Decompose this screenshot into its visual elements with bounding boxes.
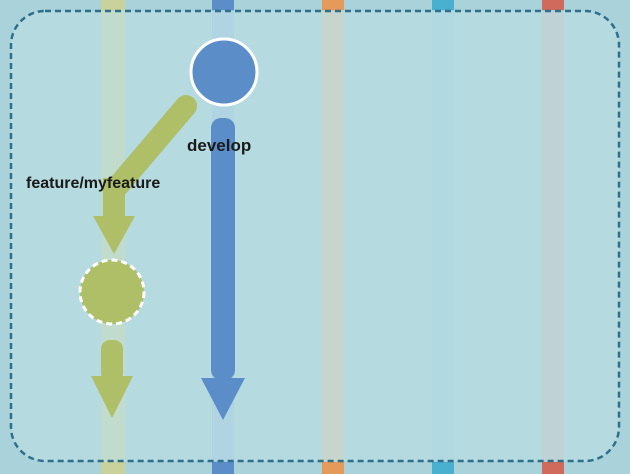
feature-branch-diagonal	[107, 95, 197, 197]
lane-feature-tip-top	[101, 0, 125, 10]
feature-branch-stem	[103, 178, 125, 220]
lane-hotfix-tip-top	[432, 0, 454, 10]
lane-develop-tip-bottom	[212, 462, 234, 474]
develop-branch-arrowhead	[201, 378, 245, 420]
develop-branch-line	[211, 118, 235, 380]
feature-commit-node	[78, 258, 146, 326]
develop-branch-label: develop	[187, 136, 251, 155]
feature-branch-lower-stem	[101, 340, 123, 382]
lane-feature-tip-bottom	[101, 462, 125, 474]
lane-release-tip-top	[322, 0, 344, 10]
lane-release-tip-bottom	[322, 462, 344, 474]
develop-commit-node	[189, 37, 259, 107]
lane-master-tip-top	[542, 0, 564, 10]
lane-develop-tip-top	[212, 0, 234, 10]
feature-branch-label: feature/myfeature	[26, 175, 160, 192]
feature-branch-arrowhead-lower	[91, 376, 133, 418]
lane-master-tip-bottom	[542, 462, 564, 474]
lane-hotfix-tip-bottom	[432, 462, 454, 474]
feature-branch-arrowhead-upper	[93, 216, 135, 254]
